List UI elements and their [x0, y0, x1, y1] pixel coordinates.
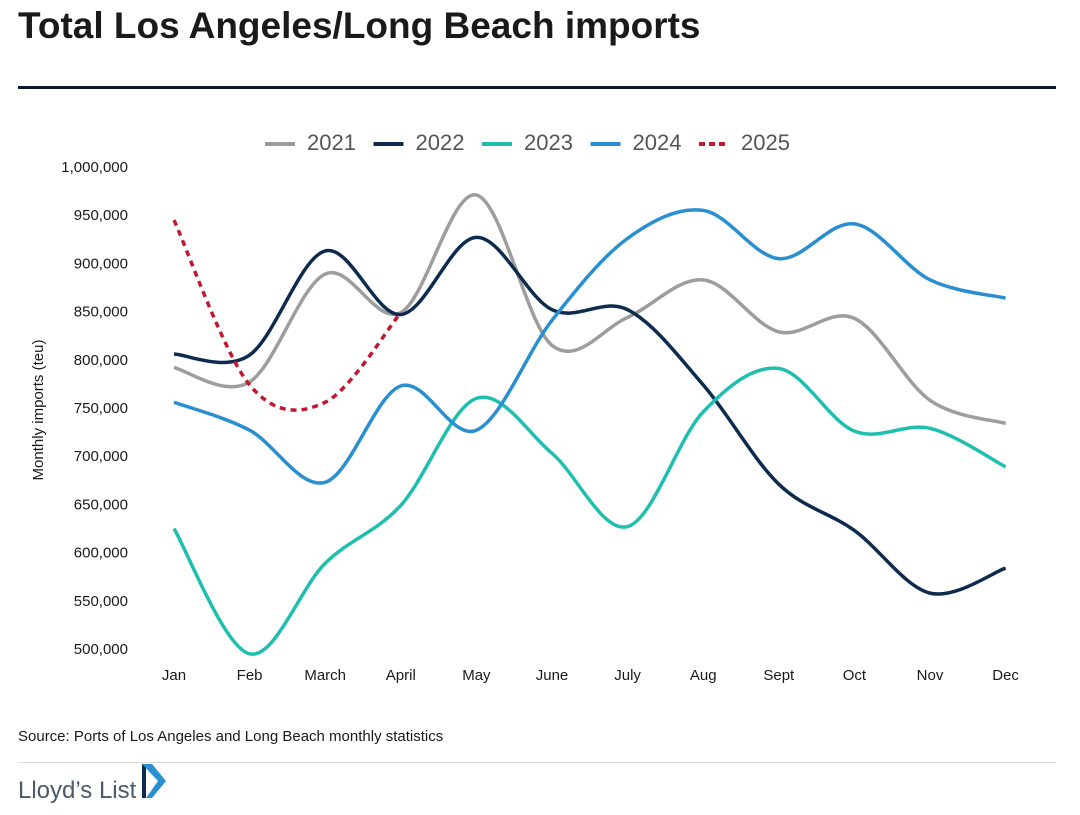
y-tick-label: 550,000 [74, 593, 128, 610]
series-line [173, 193, 1007, 426]
x-tick-label: June [536, 667, 569, 684]
y-tick-label: 600,000 [74, 545, 128, 562]
y-tick-label: 1,000,000 [61, 159, 128, 176]
x-tick-label: Feb [237, 667, 263, 684]
title-rule [18, 86, 1056, 89]
y-tick-label: 900,000 [74, 255, 128, 272]
footer-rule [18, 762, 1056, 763]
x-tick-label: April [386, 667, 416, 684]
x-tick-label: Oct [843, 667, 867, 684]
y-tick-label: 850,000 [74, 304, 128, 321]
x-tick-label: Dec [992, 667, 1019, 684]
series-line [173, 208, 1007, 485]
series-line [173, 235, 1007, 596]
chart-title: Total Los Angeles/Long Beach imports [18, 5, 701, 46]
x-tick-label: May [462, 667, 491, 684]
x-tick-label: March [304, 667, 346, 684]
series-line [172, 219, 403, 412]
y-tick-label: 700,000 [74, 448, 128, 465]
legend-label: 2025 [741, 130, 790, 155]
legend-label: 2021 [307, 130, 356, 155]
y-tick-label: 650,000 [74, 496, 128, 513]
x-tick-label: Aug [690, 667, 717, 684]
series-line [172, 366, 1007, 656]
legend-label: 2024 [633, 130, 682, 155]
legend-label: 2022 [416, 130, 465, 155]
y-tick-label: 950,000 [74, 207, 128, 224]
y-tick-label: 750,000 [74, 400, 128, 417]
y-axis-label: Monthly imports (teu) [30, 340, 47, 481]
y-tick-label: 500,000 [74, 641, 128, 658]
y-tick-label: 800,000 [74, 352, 128, 369]
source: Source: Ports of Los Angeles and Long Be… [18, 728, 443, 745]
legend-label: 2023 [524, 130, 573, 155]
brand-icon [142, 764, 166, 798]
brand: Lloyd’s List [18, 777, 137, 804]
x-tick-label: Nov [917, 667, 944, 684]
x-tick-label: July [614, 667, 641, 684]
x-tick-label: Sept [763, 667, 795, 684]
x-tick-label: Jan [162, 667, 186, 684]
